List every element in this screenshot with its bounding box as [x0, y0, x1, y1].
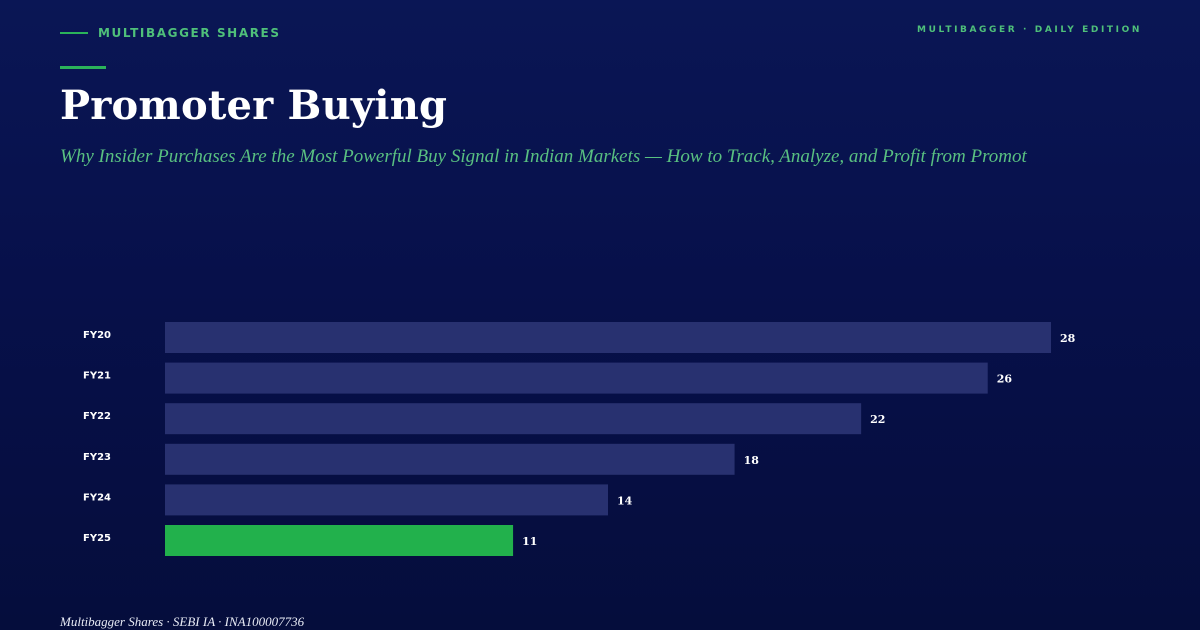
category-label-fy21: FY21 — [83, 371, 111, 382]
brand-label: MULTIBAGGER SHARES — [98, 26, 281, 40]
brand-rule — [60, 32, 88, 34]
category-label-fy23: FY23 — [83, 452, 111, 463]
bar-fy22 — [165, 403, 862, 435]
value-label-fy24: 14 — [617, 494, 633, 507]
category-label-fy20: FY20 — [83, 330, 111, 341]
bar-fy21 — [165, 362, 988, 394]
bar-fy23 — [165, 443, 735, 475]
edition-label: MULTIBAGGER · DAILY EDITION — [917, 25, 1142, 35]
page-title: Promoter Buying — [60, 82, 448, 129]
category-label-fy25: FY25 — [83, 533, 111, 544]
brand-header: MULTIBAGGER SHARES — [60, 24, 281, 42]
value-label-fy23: 18 — [744, 454, 760, 467]
value-label-fy21: 26 — [997, 373, 1013, 386]
value-label-fy22: 22 — [870, 413, 885, 426]
value-label-fy25: 11 — [522, 535, 537, 548]
bar-fy24 — [165, 484, 608, 516]
bar-fy20 — [165, 322, 1051, 353]
category-label-fy24: FY24 — [83, 492, 111, 503]
page-subtitle: Why Insider Purchases Are the Most Power… — [60, 146, 1027, 167]
category-label-fy22: FY22 — [83, 411, 111, 422]
accent-rule — [60, 66, 106, 69]
value-label-fy20: 28 — [1060, 332, 1076, 345]
footer-credit: Multibagger Shares · SEBI IA · INA100007… — [60, 614, 305, 629]
bar-fy25 — [165, 525, 514, 556]
